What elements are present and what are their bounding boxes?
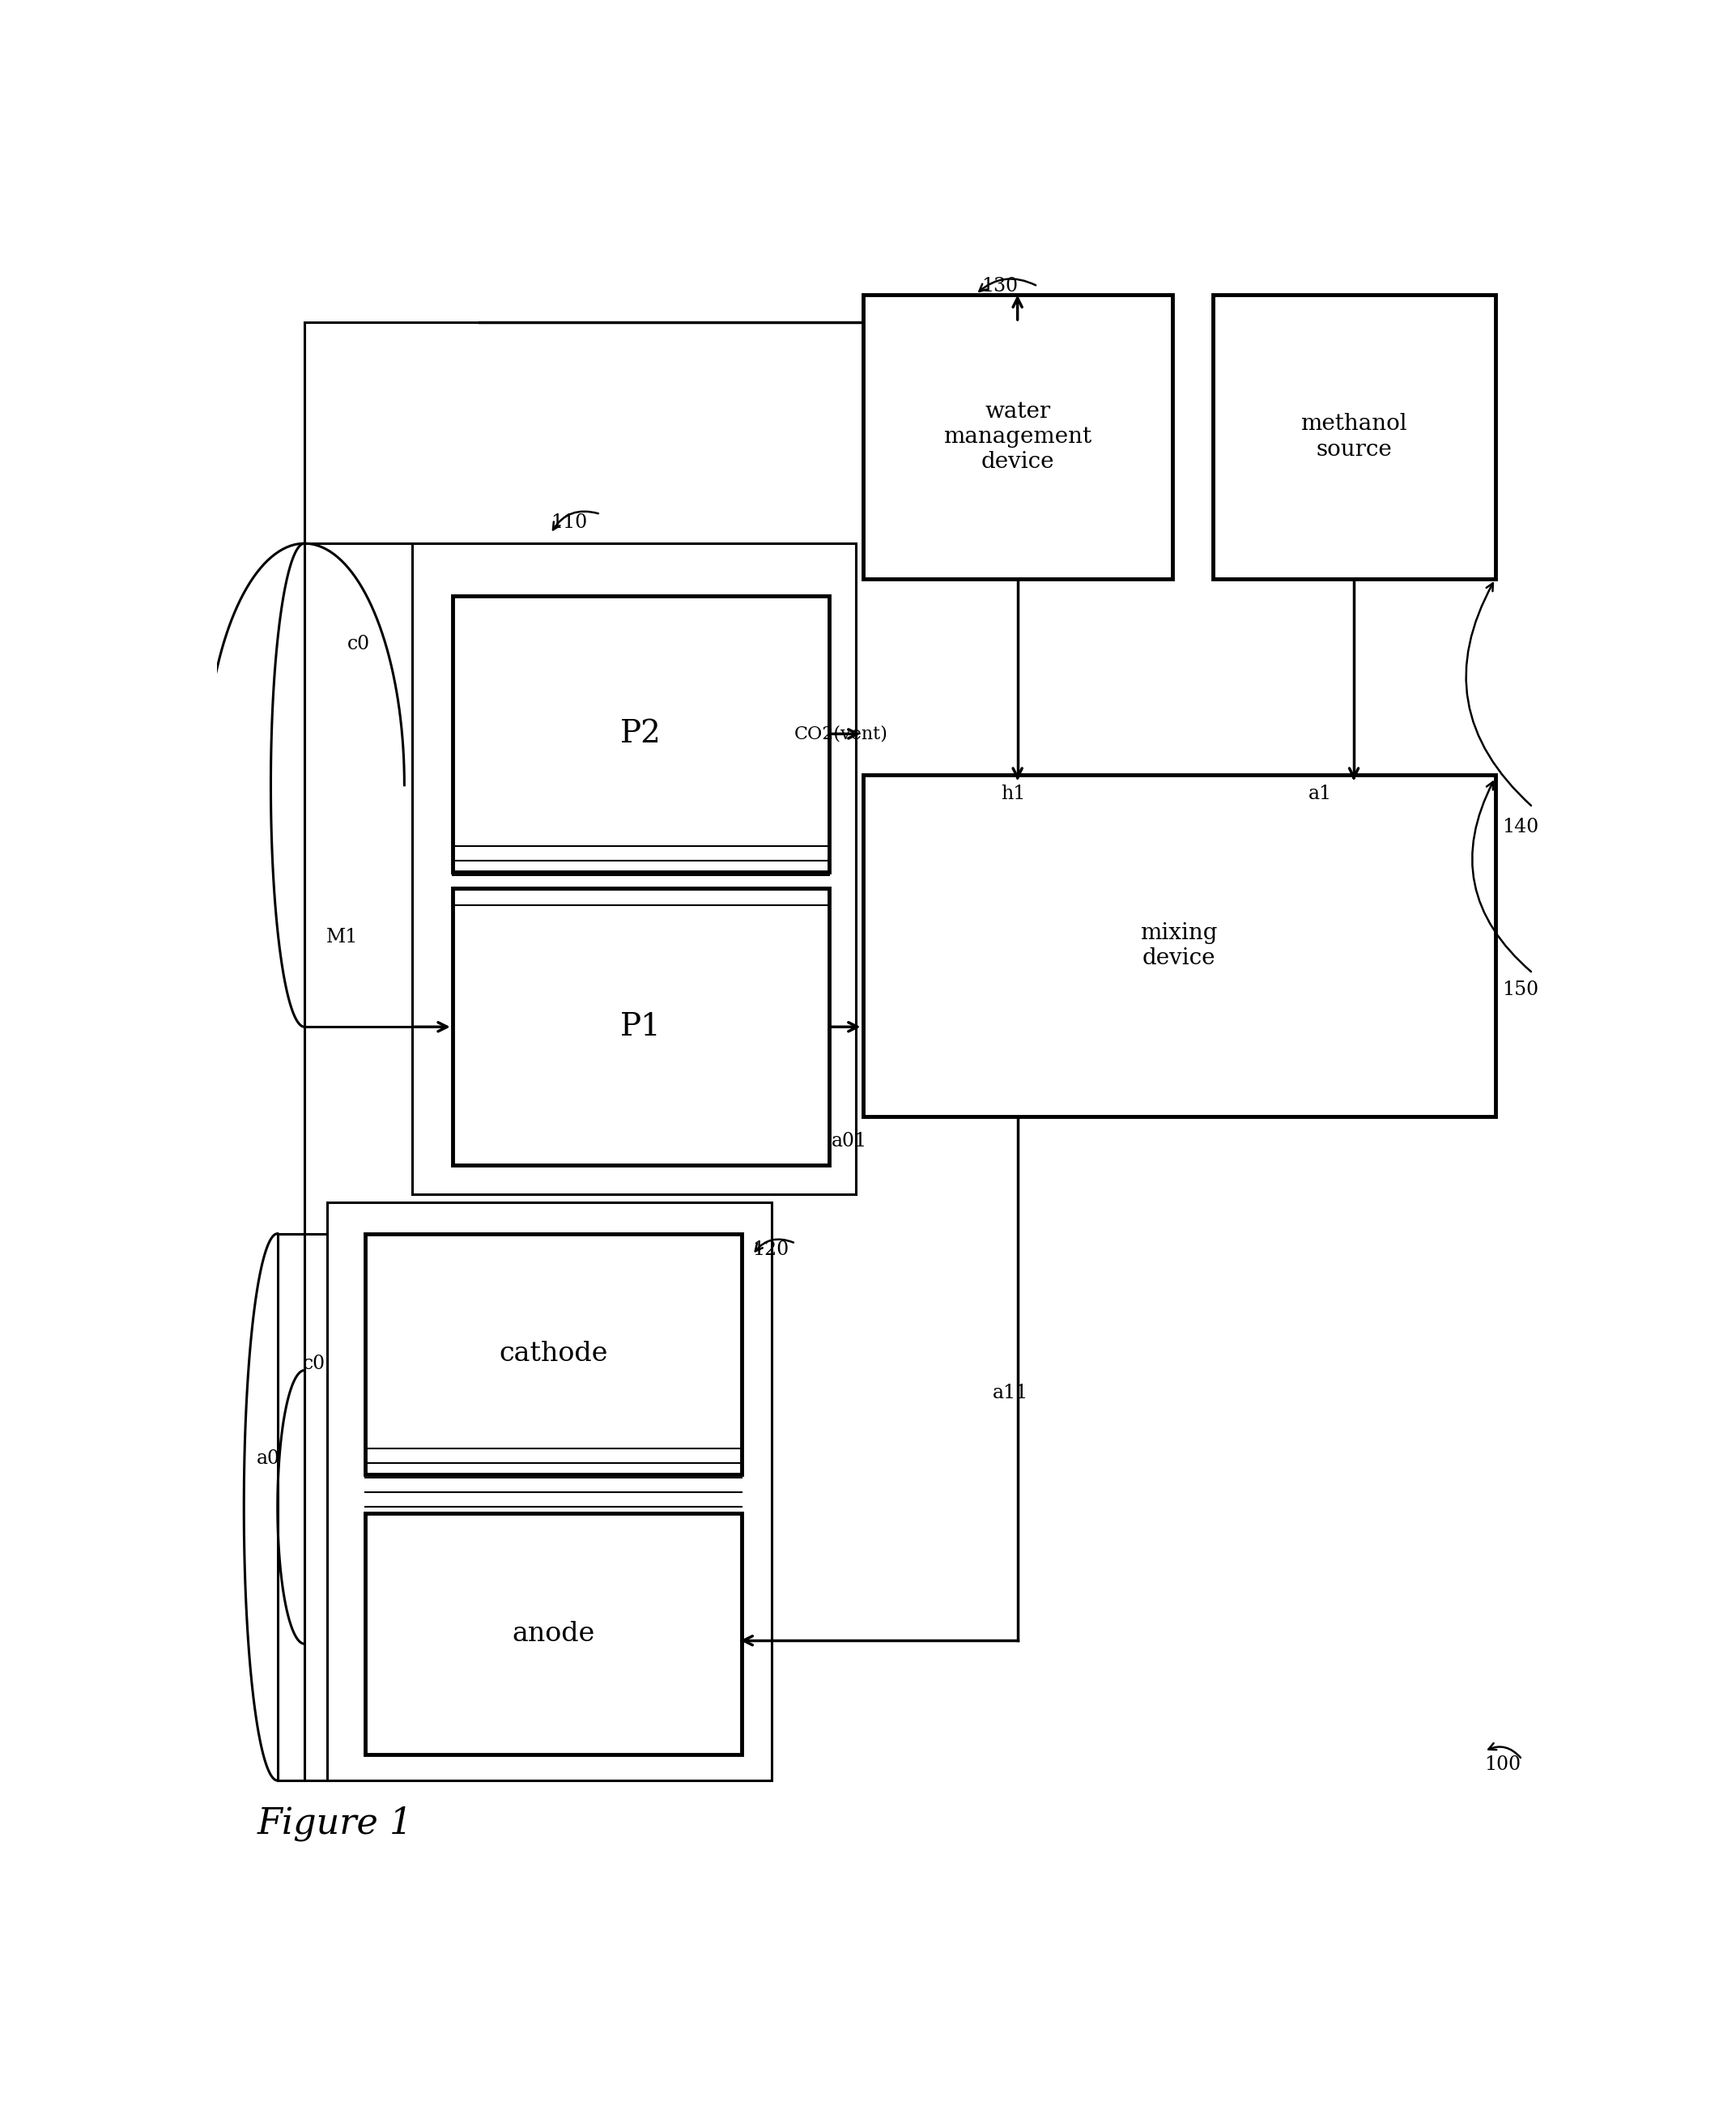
Bar — [863, 774, 1495, 1116]
Text: a1: a1 — [1309, 784, 1332, 803]
Bar — [453, 888, 830, 1165]
Text: 140: 140 — [1502, 818, 1538, 835]
Text: 150: 150 — [1502, 981, 1538, 998]
Text: water
management
device: water management device — [943, 402, 1092, 474]
Text: a0: a0 — [257, 1448, 279, 1467]
Bar — [328, 1203, 771, 1780]
Bar — [1212, 294, 1495, 579]
Text: 130: 130 — [981, 277, 1017, 296]
Text: anode: anode — [512, 1621, 595, 1647]
Text: 120: 120 — [752, 1241, 790, 1260]
Text: 110: 110 — [550, 514, 587, 531]
Text: c0: c0 — [302, 1355, 325, 1374]
Text: a01: a01 — [832, 1131, 868, 1150]
Bar — [863, 294, 1172, 579]
Text: P2: P2 — [620, 719, 661, 748]
Bar — [411, 543, 856, 1194]
Bar — [365, 1235, 741, 1476]
Text: methanol
source: methanol source — [1300, 412, 1408, 461]
Text: cathode: cathode — [498, 1340, 608, 1368]
Text: mixing
device: mixing device — [1141, 922, 1217, 968]
Bar — [365, 1514, 741, 1755]
Text: P1: P1 — [620, 1013, 661, 1042]
Text: 100: 100 — [1484, 1755, 1521, 1774]
Text: CO2(vent): CO2(vent) — [795, 725, 889, 742]
Text: Figure 1: Figure 1 — [257, 1805, 413, 1841]
Text: M1: M1 — [326, 928, 358, 947]
Text: a11: a11 — [993, 1385, 1029, 1402]
Bar — [453, 596, 830, 873]
Text: c0: c0 — [347, 634, 370, 653]
Text: h1: h1 — [1002, 784, 1026, 803]
